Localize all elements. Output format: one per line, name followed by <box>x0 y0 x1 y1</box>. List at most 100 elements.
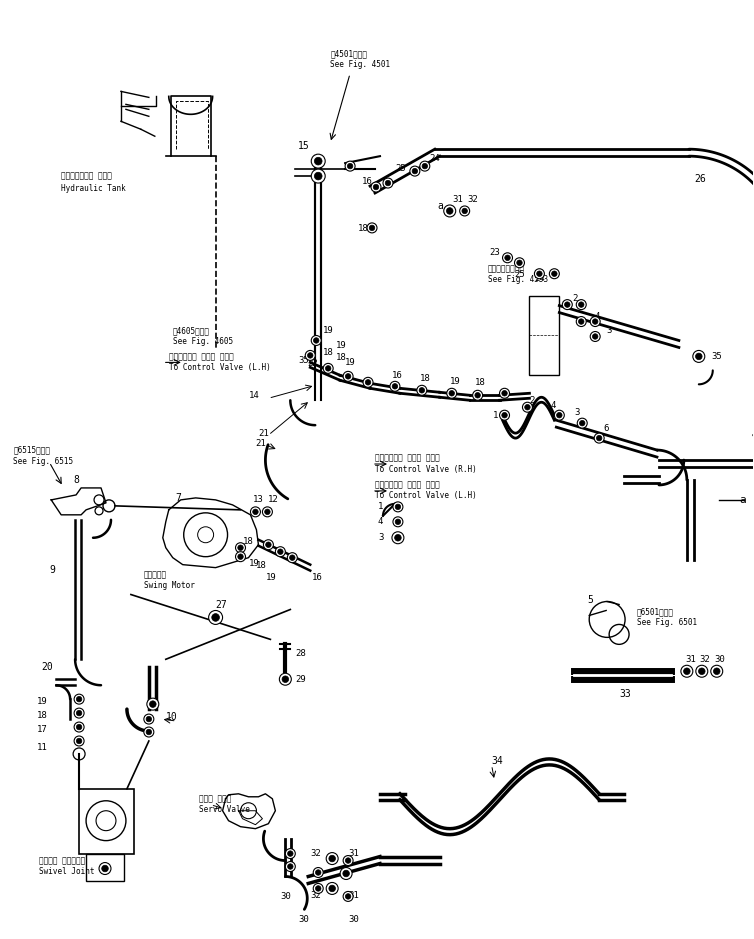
Circle shape <box>345 374 351 379</box>
Text: サーボ バルブ: サーボ バルブ <box>198 794 231 803</box>
Text: 第4501図参照: 第4501図参照 <box>330 49 367 58</box>
Text: 19: 19 <box>336 341 347 350</box>
Circle shape <box>395 504 400 510</box>
Circle shape <box>711 665 723 677</box>
Circle shape <box>392 531 404 544</box>
Circle shape <box>363 377 373 387</box>
Text: 15: 15 <box>299 141 310 151</box>
Text: Swing Motor: Swing Motor <box>144 581 195 590</box>
Circle shape <box>102 865 109 871</box>
Text: 19: 19 <box>323 326 334 335</box>
Circle shape <box>287 864 293 870</box>
Circle shape <box>345 858 351 863</box>
Text: 16: 16 <box>392 371 403 380</box>
Circle shape <box>282 676 289 683</box>
Circle shape <box>308 353 313 358</box>
Text: 19: 19 <box>249 559 259 568</box>
Circle shape <box>449 391 455 396</box>
Circle shape <box>460 206 470 216</box>
Circle shape <box>314 172 322 180</box>
Circle shape <box>371 182 381 192</box>
Circle shape <box>74 708 84 718</box>
Circle shape <box>238 554 244 560</box>
Circle shape <box>265 542 271 547</box>
Circle shape <box>393 516 403 527</box>
Circle shape <box>593 333 598 339</box>
Circle shape <box>578 301 584 307</box>
Circle shape <box>590 316 600 327</box>
Circle shape <box>556 412 562 418</box>
Text: 32: 32 <box>700 654 710 664</box>
Circle shape <box>290 555 295 561</box>
Circle shape <box>392 383 397 389</box>
Circle shape <box>462 208 467 214</box>
Text: 8: 8 <box>73 475 79 485</box>
Text: 25: 25 <box>514 270 526 279</box>
Circle shape <box>373 184 379 190</box>
Text: 9: 9 <box>49 564 55 575</box>
Circle shape <box>394 534 401 541</box>
Text: コントロール バルブ 右側へ: コントロール バルブ 右側へ <box>375 454 440 463</box>
Circle shape <box>696 665 708 677</box>
Text: 18: 18 <box>243 537 253 546</box>
Text: 21: 21 <box>256 439 266 448</box>
Circle shape <box>74 694 84 704</box>
Text: 33: 33 <box>619 689 631 700</box>
Text: 18: 18 <box>358 224 369 234</box>
Text: See Fig. 4605: See Fig. 4605 <box>173 337 233 346</box>
Circle shape <box>285 849 296 858</box>
Circle shape <box>500 389 510 398</box>
Circle shape <box>576 316 586 327</box>
Text: 25: 25 <box>395 163 406 173</box>
Circle shape <box>698 668 705 674</box>
Text: コントロール バルブ 左側へ: コントロール バルブ 左側へ <box>375 481 440 489</box>
Circle shape <box>535 269 544 279</box>
Text: 第４５５３図参照: 第４５５３図参照 <box>488 264 525 273</box>
Text: 1: 1 <box>492 410 498 420</box>
Text: 第4605図参照: 第4605図参照 <box>173 326 210 335</box>
Circle shape <box>250 507 260 516</box>
Text: To Control Valve (R.H): To Control Valve (R.H) <box>375 465 477 473</box>
Text: 5: 5 <box>587 594 593 605</box>
Text: Hydraulic Tank: Hydraulic Tank <box>61 183 126 192</box>
Circle shape <box>323 363 333 374</box>
Circle shape <box>280 673 291 685</box>
Text: 31: 31 <box>685 654 696 664</box>
Circle shape <box>502 253 513 263</box>
Text: 34: 34 <box>492 756 504 766</box>
Circle shape <box>76 711 82 716</box>
Circle shape <box>74 736 84 746</box>
Circle shape <box>516 260 523 266</box>
Circle shape <box>311 335 321 346</box>
Text: To Control Valve (L.H): To Control Valve (L.H) <box>169 362 271 372</box>
Text: スイベル ジョイント: スイベル ジョイント <box>39 856 85 865</box>
Circle shape <box>209 610 222 624</box>
Text: 第6501図参照: 第6501図参照 <box>637 607 674 616</box>
Text: 32: 32 <box>310 891 321 900</box>
Text: ハイドロリック タンク: ハイドロリック タンク <box>61 172 112 180</box>
Text: 13: 13 <box>253 496 263 504</box>
Text: 18: 18 <box>420 374 431 383</box>
Circle shape <box>149 700 156 707</box>
Circle shape <box>147 699 159 710</box>
Circle shape <box>235 543 246 553</box>
Circle shape <box>265 509 270 515</box>
Text: 19: 19 <box>449 377 461 386</box>
Circle shape <box>315 870 321 875</box>
Circle shape <box>365 379 371 385</box>
Circle shape <box>422 163 428 169</box>
Circle shape <box>504 255 510 260</box>
Circle shape <box>313 884 323 893</box>
Text: 31: 31 <box>348 849 359 858</box>
Text: 24: 24 <box>430 154 440 162</box>
Text: 26: 26 <box>694 174 706 184</box>
Text: 23: 23 <box>489 248 501 257</box>
Text: 3: 3 <box>575 408 580 417</box>
Text: 31: 31 <box>452 194 464 204</box>
Circle shape <box>76 697 82 701</box>
Bar <box>86 854 124 882</box>
Circle shape <box>514 258 525 268</box>
Circle shape <box>369 225 375 231</box>
Text: a: a <box>740 495 746 505</box>
Text: 30: 30 <box>299 915 309 924</box>
